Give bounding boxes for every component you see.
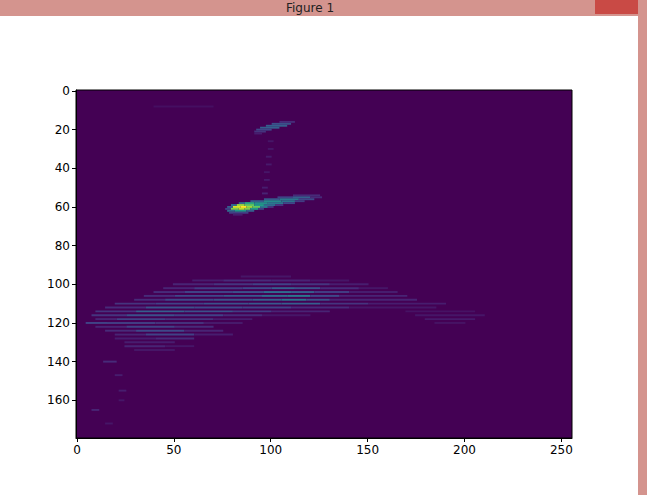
svg-text:80: 80 <box>55 239 70 253</box>
svg-text:40: 40 <box>55 161 70 175</box>
svg-text:0: 0 <box>73 443 81 457</box>
svg-text:120: 120 <box>47 316 70 330</box>
svg-text:140: 140 <box>47 355 70 369</box>
svg-text:100: 100 <box>259 443 282 457</box>
svg-text:20: 20 <box>55 123 70 137</box>
svg-text:250: 250 <box>550 443 573 457</box>
svg-text:200: 200 <box>453 443 476 457</box>
svg-text:60: 60 <box>55 200 70 214</box>
svg-text:100: 100 <box>47 277 70 291</box>
html-text:Figure 1: Figure 1 <box>286 1 334 15</box>
svg-text:0: 0 <box>62 84 70 98</box>
svg-text:160: 160 <box>47 393 70 407</box>
svg-text:50: 50 <box>166 443 181 457</box>
svg-text:150: 150 <box>356 443 379 457</box>
